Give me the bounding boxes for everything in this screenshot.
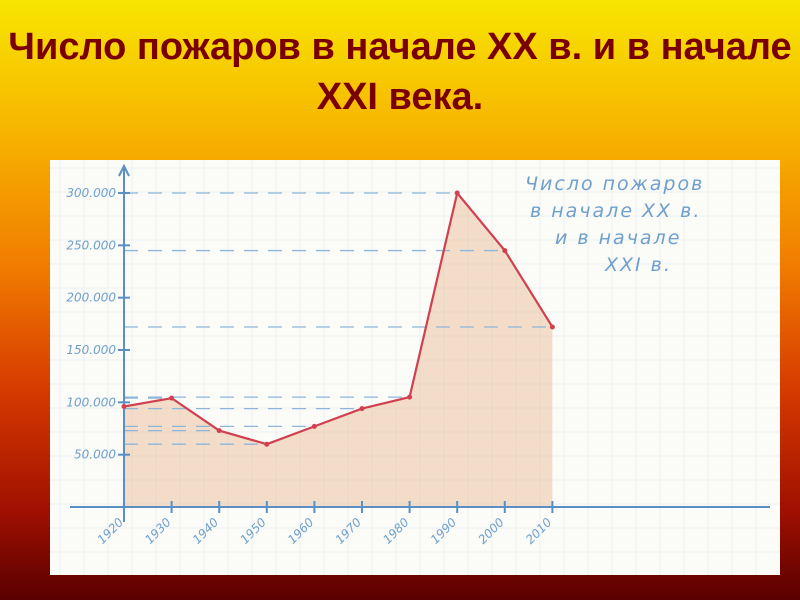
data-point xyxy=(549,324,555,330)
chart-annotation: Число пожаров xyxy=(525,173,704,195)
chart-panel: 50.000 100.000 150.000 200.000 250.000 300.00… xyxy=(50,160,780,575)
data-point xyxy=(169,395,175,401)
y-tick-label: 300.000 xyxy=(66,186,116,200)
chart-annotation: в начале ХХ в. xyxy=(530,200,701,222)
y-tick-label: 100.000 xyxy=(66,395,116,409)
series-line xyxy=(123,190,554,446)
x-tick-label: 1940 xyxy=(190,515,222,547)
x-tick-label: 1950 xyxy=(237,515,269,547)
x-tick-label: 1930 xyxy=(142,515,174,547)
y-tick-label: 50.000 xyxy=(74,448,116,462)
y-tick-label: 250.000 xyxy=(66,238,116,252)
chart-annotation: и в начале xyxy=(555,227,681,249)
x-tick-label: 2000 xyxy=(475,515,507,547)
x-tick-label: 2010 xyxy=(523,515,555,547)
chart-annotation: XXI в. xyxy=(604,254,672,276)
data-point xyxy=(407,394,413,400)
chart: 50.000 100.000 150.000 200.000 250.000 300.00… xyxy=(50,160,780,575)
y-axis-arrow xyxy=(118,163,130,177)
slide-title: Число пожаров в начале ХХ в. и в начале … xyxy=(8,26,792,118)
data-point xyxy=(454,190,460,196)
data-point xyxy=(359,406,365,412)
data-point xyxy=(216,428,222,434)
area-fill xyxy=(124,193,553,507)
data-point xyxy=(502,248,508,254)
x-tick-label: 1960 xyxy=(285,515,317,547)
y-tick-label: 200.000 xyxy=(66,291,116,305)
data-point xyxy=(121,404,127,410)
data-point xyxy=(311,423,317,429)
x-tick-label: 1920 xyxy=(95,515,127,547)
y-tick-label: 150.000 xyxy=(66,343,116,357)
data-point xyxy=(264,441,270,447)
